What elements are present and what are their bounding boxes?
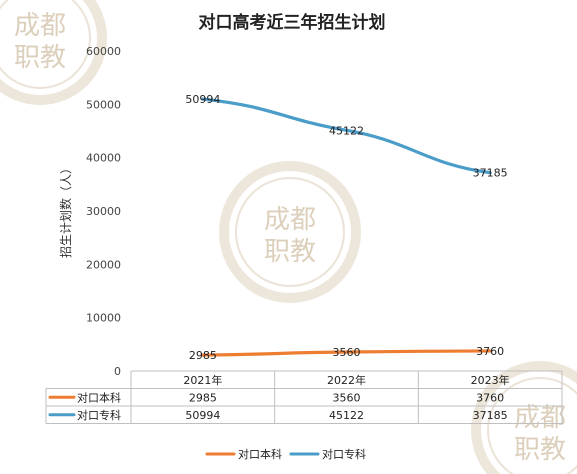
y-tick-label: 20000: [86, 258, 121, 271]
table-cell-value: 3760: [476, 392, 504, 405]
x-category-label: 2022年: [327, 373, 366, 387]
data-label: 2985: [189, 349, 217, 362]
y-tick-label: 0: [114, 365, 121, 378]
plot-area: 2985 3560 3760 50994 45122 37185: [185, 93, 507, 362]
y-tick-label: 10000: [86, 312, 121, 325]
legend-label: 对口专科: [322, 447, 366, 461]
series-line: [201, 97, 492, 175]
chart-title: 对口高考近三年招生计划: [199, 12, 386, 33]
table-cell-value: 3560: [333, 392, 361, 405]
watermark-text-top: 成都: [514, 403, 566, 433]
data-label: 45122: [329, 124, 364, 137]
x-category-label: 2021年: [183, 373, 222, 387]
watermark-text-top: 成都: [14, 11, 66, 41]
table-series-name: 对口专科: [77, 408, 121, 422]
table-cell-value: 37185: [473, 409, 508, 422]
watermark-seal-ring: [219, 161, 361, 303]
table-cell-value: 45122: [329, 409, 364, 422]
table-series-name: 对口本科: [77, 391, 121, 405]
y-tick-label: 60000: [86, 45, 121, 58]
watermark-text-bottom: 职教: [514, 435, 566, 465]
table-cell-value: 50994: [185, 409, 220, 422]
watermark-seal-ring: [471, 361, 577, 474]
watermark-text-bottom: 职教: [14, 43, 66, 73]
data-label: 37185: [473, 167, 508, 180]
watermark-seal-inner-ring: [235, 177, 345, 287]
y-tick-label: 40000: [86, 152, 121, 165]
table-cell-value: 2985: [189, 392, 217, 405]
data-label: 3760: [476, 345, 504, 358]
series-line: [201, 349, 492, 357]
data-label: 3560: [333, 346, 361, 359]
legend-label: 对口本科: [238, 447, 282, 461]
watermark-seal-inner-ring: [0, 0, 91, 89]
y-tick-label: 50000: [86, 98, 121, 111]
y-axis-ticks: 0 10000 20000 30000 40000 50000 60000: [86, 45, 121, 378]
y-axis-label: 招生计划数（人）: [58, 162, 73, 258]
watermark-seal-ring: [0, 0, 107, 105]
y-tick-label: 30000: [86, 205, 121, 218]
data-label: 50994: [185, 93, 220, 106]
legend: 对口本科 对口专科: [205, 447, 366, 461]
watermark-text-top: 成都: [264, 205, 316, 235]
watermark-seal-inner-ring: [487, 377, 577, 474]
x-category-label: 2023年: [471, 373, 510, 387]
watermark-text-bottom: 职教: [264, 237, 316, 267]
